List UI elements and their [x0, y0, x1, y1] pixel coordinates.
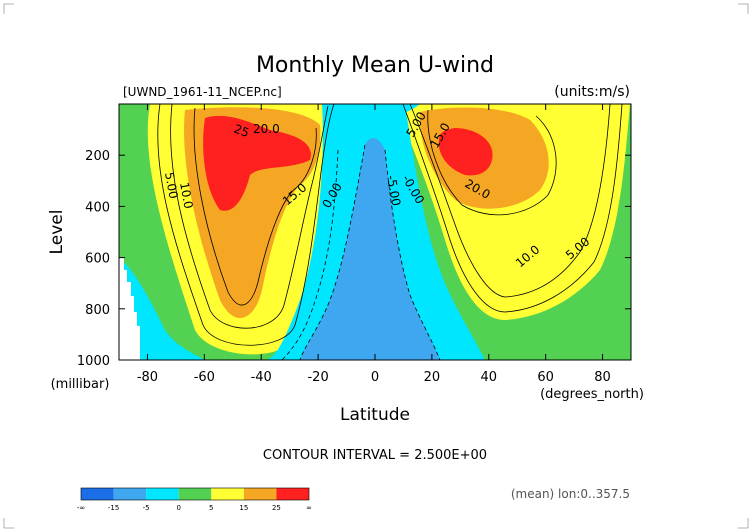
sh-polar-easterlies — [119, 258, 205, 360]
y-axis: 200 400 600 800 1000 — [77, 149, 631, 369]
colorbar-frame — [80, 487, 310, 501]
y-axis-units: (millibar) — [51, 377, 110, 392]
x-tick-label: 60 — [537, 370, 554, 385]
colorbar-swatch — [276, 488, 309, 500]
contour-label: -5.00 — [384, 174, 403, 207]
units-label: (units:m/s) — [554, 84, 630, 100]
colorbar-label: -∞ — [77, 504, 85, 512]
contour-label: 25 — [232, 122, 251, 140]
y-tick-label: 200 — [85, 149, 110, 164]
colorbar-label: 0 — [176, 504, 180, 512]
x-tick-label: -40 — [251, 370, 272, 385]
x-tick-label: -60 — [194, 370, 215, 385]
x-tick-label: -80 — [137, 370, 158, 385]
footer-note: (mean) lon:0..357.5 — [511, 487, 630, 501]
colorbar-label: ∞ — [306, 504, 312, 512]
upper-equatorial-strip — [330, 104, 420, 118]
colorbar-swatch — [113, 488, 147, 500]
y-tick-label: 800 — [85, 303, 110, 318]
colorbar-swatch — [146, 488, 179, 500]
y-tick-label: 600 — [85, 252, 110, 267]
dataset-label: [UWND_1961-11_NCEP.nc] — [123, 85, 282, 99]
contour-interval: CONTOUR INTERVAL = 2.500E+00 — [263, 448, 487, 463]
x-tick-label: 0 — [371, 370, 379, 385]
contour-lines — [157, 104, 623, 346]
tropical-easterlies-strong — [300, 138, 440, 360]
colorbar-swatch — [243, 488, 277, 500]
contour-label: 20.0 — [253, 122, 280, 136]
missing-data — [119, 258, 140, 360]
crop-marks — [3, 3, 749, 529]
x-axis: -80 -60 -40 -20 0 20 40 60 80 — [137, 104, 611, 385]
y-tick-label: 400 — [85, 200, 110, 215]
colorbar: -∞ -15 -5 0 5 15 25 ∞ — [77, 487, 312, 512]
y-axis-label: Level — [47, 210, 67, 255]
x-axis-label: Latitude — [340, 405, 410, 425]
contour-label: 10.0 — [177, 181, 195, 210]
colorbar-swatch — [81, 488, 114, 500]
colorbar-label: 15 — [239, 504, 248, 512]
colorbar-label: -5 — [143, 504, 150, 512]
colorbar-swatch — [211, 488, 244, 500]
colorbar-label: 5 — [209, 504, 213, 512]
sh-jet-core — [203, 115, 311, 211]
colorbar-label: -15 — [108, 504, 119, 512]
nh-jet-core — [438, 128, 493, 176]
x-axis-units: (degrees_north) — [540, 387, 644, 402]
colorbar-swatch — [178, 488, 212, 500]
x-tick-label: 40 — [481, 370, 498, 385]
contour-field — [119, 104, 631, 360]
x-tick-label: 20 — [424, 370, 441, 385]
colorbar-label: 25 — [272, 504, 281, 512]
chart-title: Monthly Mean U-wind — [256, 53, 494, 78]
x-tick-label: -20 — [307, 370, 328, 385]
contour-label: 5.00 — [162, 171, 180, 200]
y-tick-label: 1000 — [77, 354, 110, 369]
negative-contours — [281, 144, 441, 360]
x-tick-label: 80 — [594, 370, 611, 385]
